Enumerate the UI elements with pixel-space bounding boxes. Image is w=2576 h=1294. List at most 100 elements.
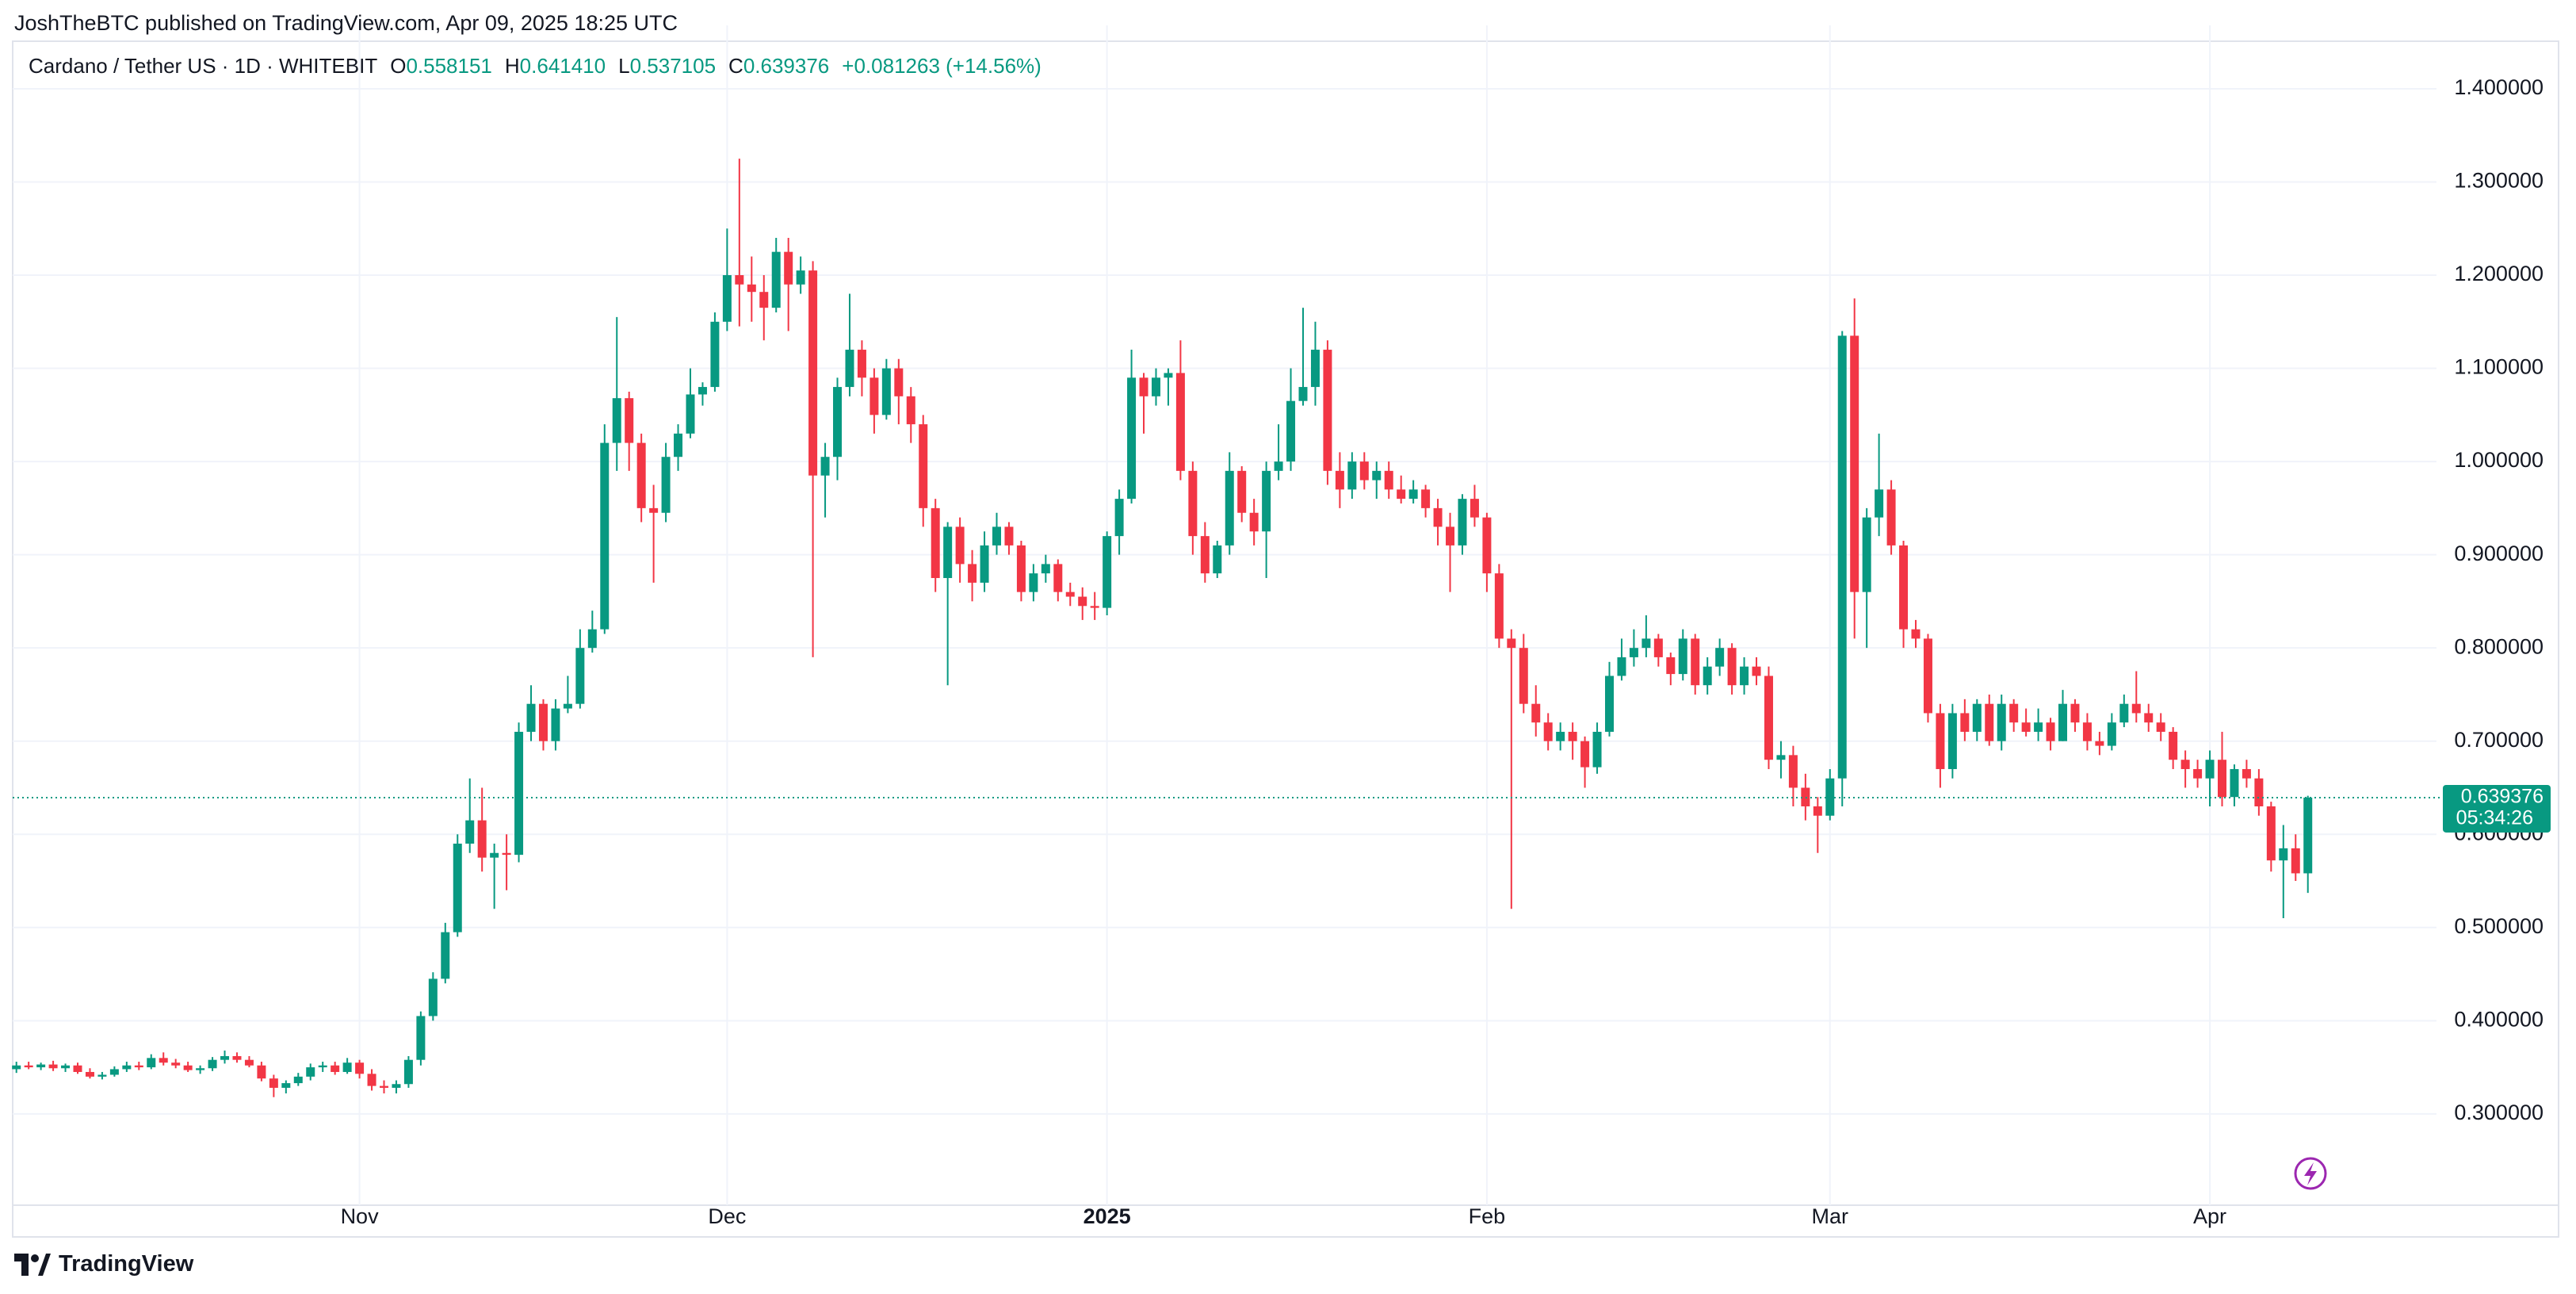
candle-body (1200, 536, 1210, 574)
candle-body (1678, 638, 1687, 675)
y-tick-label: 1.400000 (2454, 75, 2544, 99)
candle-body (1985, 703, 1994, 741)
candle-body (1507, 638, 1516, 649)
candle-body (1653, 638, 1663, 657)
candle-body (2119, 703, 2129, 723)
candle-body (1213, 545, 1222, 574)
publisher-line: JoshTheBTC published on TradingView.com,… (14, 11, 678, 35)
ohlc-value: 0.641410 (519, 54, 606, 78)
candle-body (538, 703, 548, 741)
candle-body (1470, 499, 1479, 518)
candle-body (1629, 648, 1638, 657)
candle-body (1997, 703, 2006, 741)
candle-body (845, 350, 854, 388)
candle-body (477, 820, 487, 858)
candle-body (636, 442, 646, 508)
candle-body (147, 1058, 156, 1068)
candle-body (392, 1084, 401, 1088)
candle-body (943, 526, 953, 579)
price-tag-price: 0.639376 (2461, 786, 2544, 808)
candle-body (490, 852, 499, 858)
candle-body (1531, 703, 1541, 723)
grid (13, 25, 2436, 1205)
candle-body (416, 1016, 426, 1060)
ohlc-value: 0.639376 (743, 54, 830, 78)
y-tick-label: 0.900000 (2454, 542, 2544, 565)
candle-body (1078, 596, 1087, 607)
candle-body (428, 978, 438, 1016)
candle-body (1911, 629, 1921, 639)
candle-body (1090, 606, 1099, 608)
candle-body (1397, 489, 1406, 500)
candle-body (1936, 713, 1945, 769)
candle-body (1065, 591, 1075, 597)
candle-body (1801, 787, 1810, 806)
candle-body (2266, 806, 2276, 861)
x-tick-label: Dec (708, 1204, 746, 1228)
candle-body (771, 251, 781, 308)
candle-body (1494, 573, 1504, 639)
candle-body (625, 398, 634, 443)
candle-body (1568, 731, 1577, 741)
y-tick-label: 1.100000 (2454, 355, 2544, 379)
candle-body (759, 292, 769, 308)
candle-body (992, 526, 1001, 546)
candle-body (710, 321, 720, 388)
candle-body (869, 377, 879, 415)
candle-body (2218, 760, 2226, 798)
x-tick-label: Apr (2193, 1204, 2226, 1228)
candle-body (318, 1065, 327, 1068)
candle-body (355, 1062, 365, 1074)
candle-body (2205, 760, 2215, 779)
candle-body (808, 270, 818, 476)
candle-body (1458, 499, 1467, 546)
candle-body (1776, 755, 1786, 760)
candle-body (1262, 470, 1271, 532)
candle-body (1249, 512, 1259, 532)
brand-footer: TradingView (14, 1251, 193, 1277)
candle-body (2169, 731, 2178, 760)
candle-body (306, 1067, 315, 1077)
candle-body (833, 387, 843, 457)
candle-body (244, 1059, 254, 1066)
symbol-legend: Cardano / Tether US · 1D · WHITEBIT O 0.5… (29, 54, 1041, 78)
candle-body (1139, 377, 1148, 396)
candle-body (1764, 676, 1773, 760)
candle-body (1127, 377, 1137, 500)
ohlc-key: C (728, 54, 743, 78)
candle-body (2180, 760, 2190, 769)
candle-body (208, 1059, 217, 1069)
brand-logo (14, 1253, 51, 1276)
candle-body (1164, 373, 1173, 378)
candle-body (2082, 722, 2092, 741)
candle-body (2021, 722, 2031, 732)
candle-body (575, 648, 585, 704)
candle-body (1617, 657, 1626, 676)
candle-body (2131, 703, 2141, 714)
candle-body (2303, 797, 2313, 874)
flash-circle[interactable] (2294, 1157, 2327, 1190)
candle-body (196, 1068, 205, 1070)
candle-body (1114, 499, 1124, 537)
candle-body (269, 1078, 278, 1088)
candle-body (600, 442, 610, 630)
candle-body (551, 708, 560, 741)
candle-body (747, 284, 756, 293)
symbol-title: Cardano / Tether US · 1D · WHITEBIT (29, 54, 378, 78)
candle-body (894, 368, 904, 396)
price-tag (2443, 784, 2551, 833)
candle-body (1813, 806, 1822, 816)
candle-body (674, 433, 683, 457)
chart-frame (12, 40, 2559, 1238)
candle-body (1666, 657, 1676, 675)
candle-body (1175, 373, 1185, 471)
flash-icon[interactable] (2294, 1157, 2327, 1190)
candle-body (1298, 387, 1308, 401)
flash-bolt[interactable] (2304, 1162, 2317, 1185)
candle-body (1862, 517, 1871, 592)
candle-body (526, 703, 536, 732)
candle-body (1053, 564, 1063, 592)
candle-body (649, 507, 659, 513)
y-tick-label: 0.500000 (2454, 914, 2544, 938)
